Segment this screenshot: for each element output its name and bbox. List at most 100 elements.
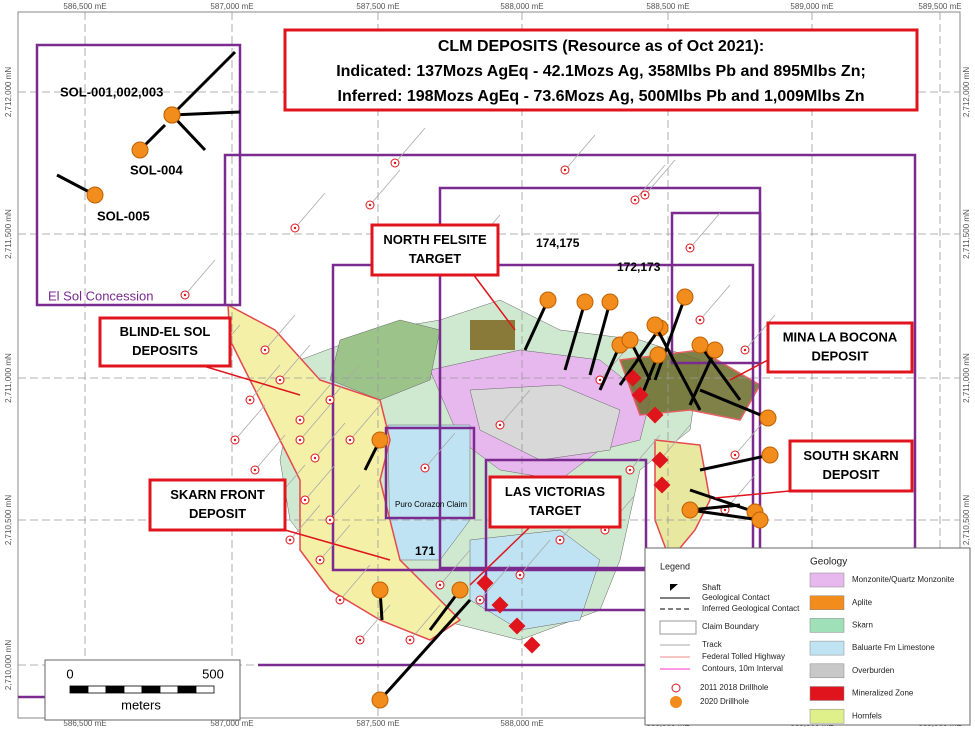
old-drill-trace — [659, 424, 691, 461]
mineralized-intercept — [624, 369, 642, 387]
old-drillhole-core — [328, 518, 332, 522]
northing-label: 2,711,500 mN — [962, 209, 971, 259]
legend-box — [644, 547, 971, 726]
old-drillhole-core — [303, 498, 307, 502]
drill-trace — [523, 299, 550, 351]
geology-swatch — [809, 663, 845, 679]
legend-label: Contours, 10m Interval — [702, 664, 783, 673]
legend-label: 2020 Drillhole — [700, 697, 749, 706]
mineralized-intercept — [491, 596, 509, 614]
legend-symbol — [671, 683, 681, 693]
old-drillhole-core — [643, 193, 647, 197]
drillhole-label: 171 — [415, 544, 435, 558]
old-drill-trace — [249, 364, 281, 401]
target-labels: NORTH FELSITE TARGET BLIND-EL SOL DEPOSITS M… — [98, 223, 914, 586]
northing-label: 2,712,000 mN — [962, 67, 971, 117]
brown-unit — [470, 320, 515, 350]
old-drill-trace — [409, 604, 441, 641]
geology-label: Skarn — [852, 621, 873, 630]
mineralized-intercept — [523, 636, 541, 654]
old-drill-trace — [369, 169, 401, 206]
old-drillhole-core — [248, 398, 252, 402]
drill-trace — [171, 110, 241, 117]
legend-label: 2011 2018 Drillhole — [700, 683, 769, 692]
old-drill-trace — [564, 134, 596, 171]
old-drill-trace — [744, 314, 776, 351]
geology-label: Baluarte Fm Limestone — [852, 643, 935, 652]
drill-trace — [588, 301, 612, 376]
drillhole-2020 — [163, 106, 181, 124]
old-drill-trace — [319, 524, 351, 561]
mineralized-intercept — [653, 476, 671, 494]
easting-label: 588,500 mE — [646, 2, 689, 11]
legend-label: Federal Tolled Highway — [702, 652, 785, 661]
scale-segment — [69, 685, 89, 694]
easting-label: 586,500 mE — [63, 2, 106, 11]
easting-label: 588,000 mE — [500, 2, 543, 11]
legend-symbol — [670, 696, 682, 708]
claim-boundary — [384, 426, 476, 520]
old-drill-trace — [629, 434, 661, 471]
geology-title: Geology — [810, 557, 847, 568]
easting-label: 586,500 mE — [63, 719, 106, 728]
easting-label: 587,500 mE — [356, 2, 399, 11]
old-drill-trace — [424, 432, 456, 469]
drillhole-2020 — [681, 501, 699, 519]
old-drill-trace — [279, 344, 311, 381]
drillhole-2020 — [759, 409, 777, 427]
green-unit — [329, 319, 441, 401]
old-drillhole-core — [478, 598, 482, 602]
title-line: CLM DEPOSITS (Resource as of Oct 2021): — [438, 38, 764, 55]
drill-trace — [699, 453, 771, 472]
target-box — [788, 439, 914, 493]
northing-label: 2,711,000 mN — [4, 353, 13, 403]
old-drill-trace — [299, 384, 331, 421]
old-drill-trace — [734, 419, 766, 456]
drillholes — [56, 50, 779, 709]
old-drillhole-core — [598, 378, 602, 382]
old-drill-trace — [264, 314, 296, 351]
map-frame — [17, 11, 961, 719]
target-label: DEPOSIT — [811, 348, 868, 363]
drill-trace — [699, 388, 769, 420]
old-drill-trace — [294, 192, 326, 229]
drillhole-2020 — [539, 291, 557, 309]
drillhole-2020 — [649, 346, 667, 364]
drill-trace — [653, 296, 687, 381]
drillhole-label: SOL-001,002,003 — [60, 84, 163, 99]
old-drillhole-core — [423, 466, 427, 470]
scale-segment — [177, 685, 197, 694]
scale-segment — [87, 685, 107, 694]
mineralized-intercept — [508, 617, 526, 635]
target-label: BLIND-EL SOL — [120, 324, 211, 339]
old-drillhole-core — [498, 423, 502, 427]
old-drill-trace — [499, 389, 531, 426]
northing-label: 2,710,500 mN — [962, 495, 971, 545]
old-drillhole-core — [393, 161, 397, 165]
old-drill-trace — [689, 212, 721, 249]
geology-swatch — [809, 595, 845, 610]
easting-label: 588,000 mE — [500, 719, 543, 728]
old-drillhole-core — [438, 583, 442, 587]
geology-layer — [227, 299, 762, 641]
drillhole-2020 — [751, 511, 769, 529]
drillhole-2020 — [576, 293, 594, 311]
mineralized-intercept — [631, 386, 649, 404]
drillhole-label: 172,173 — [617, 260, 661, 274]
target-label: LAS VICTORIAS — [505, 484, 605, 499]
old-drillhole-core — [288, 538, 292, 542]
target-box — [488, 475, 622, 529]
claim-boundary — [670, 211, 762, 365]
drillhole-label: SOL-005 — [97, 208, 150, 223]
drillhole-2020 — [86, 186, 104, 204]
scale-segment — [159, 685, 179, 694]
claim-label: Puro Corazon Claim — [395, 500, 467, 509]
target-label: DEPOSIT — [189, 506, 246, 521]
target-label: MINA LA BOCONA — [783, 329, 898, 344]
old-drill-trace — [254, 434, 286, 471]
scale-segment — [105, 685, 125, 694]
geology-swatch — [809, 618, 845, 633]
legend-label: Claim Boundary — [702, 622, 759, 631]
target-label: NORTH FELSITE — [383, 232, 487, 247]
